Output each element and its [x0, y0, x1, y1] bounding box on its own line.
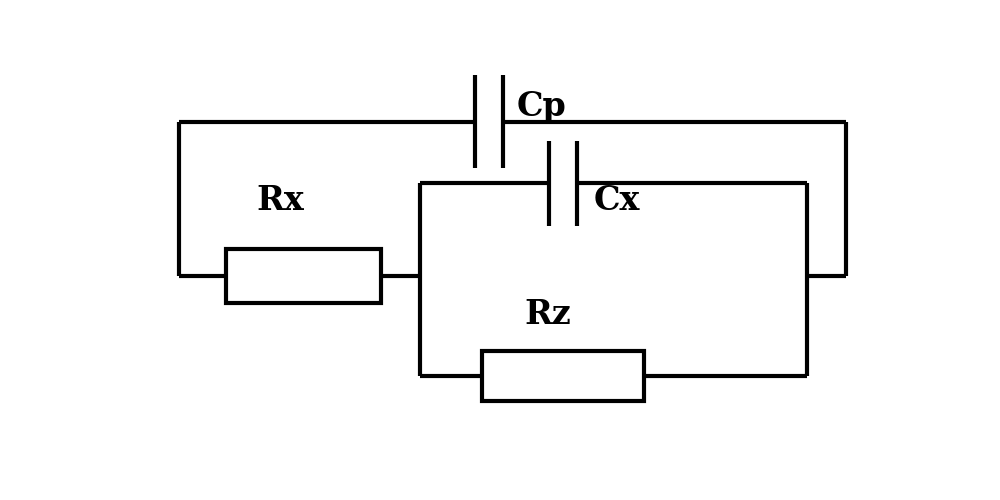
Bar: [226, 248, 381, 302]
Text: Rx: Rx: [257, 184, 304, 217]
Text: Rz: Rz: [524, 298, 571, 330]
Text: Cp: Cp: [516, 90, 566, 122]
Text: Cx: Cx: [594, 184, 640, 217]
Bar: [482, 350, 644, 401]
